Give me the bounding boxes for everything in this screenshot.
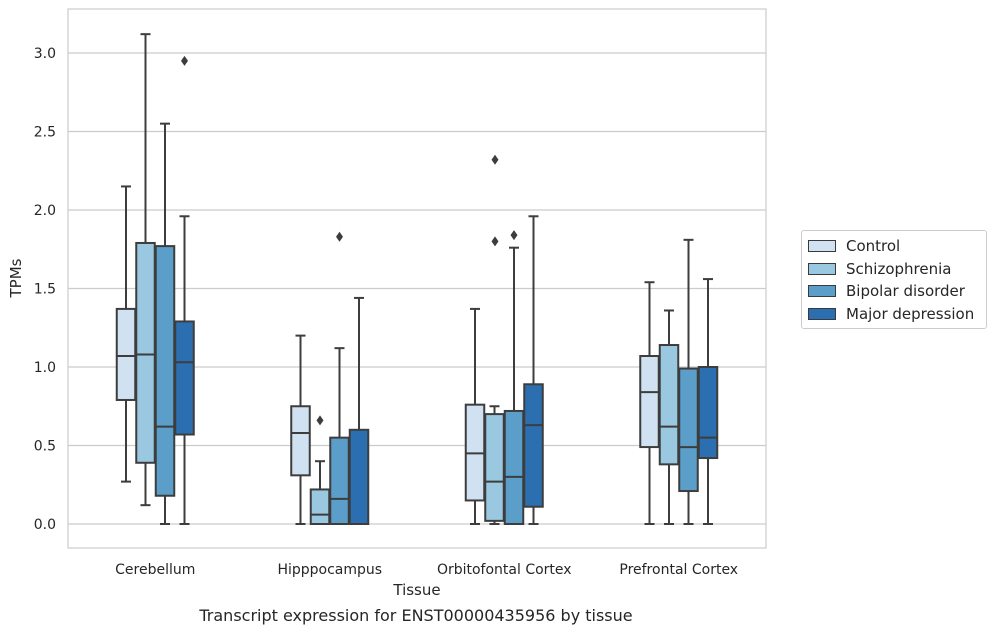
y-tick-label: 3.0 bbox=[34, 46, 56, 62]
box-major-depression bbox=[697, 278, 719, 525]
outlier-point bbox=[336, 231, 343, 242]
box-iqr bbox=[697, 366, 719, 460]
box-iqr bbox=[503, 409, 525, 525]
box-iqr bbox=[329, 436, 350, 525]
box-schizophrenia bbox=[658, 309, 680, 525]
legend-swatch bbox=[808, 240, 836, 253]
y-axis-label: TPMs bbox=[7, 258, 25, 298]
box-schizophrenia bbox=[135, 33, 156, 507]
box-bipolar-disorder bbox=[329, 231, 350, 525]
legend-item: Bipolar disorder bbox=[802, 280, 986, 303]
legend-item: Schizophrenia bbox=[802, 258, 986, 281]
y-tick-label: 2.5 bbox=[34, 125, 56, 141]
box-control bbox=[464, 307, 486, 525]
legend-label: Control bbox=[846, 237, 901, 256]
x-tick-label: Cerebellum bbox=[115, 562, 195, 578]
box-iqr bbox=[154, 245, 176, 497]
outlier-point bbox=[510, 230, 518, 241]
box-major-depression bbox=[348, 296, 370, 525]
y-axis-ticks: 0.0 0.5 1.0 1.5 2.0 2.5 3.0 bbox=[34, 46, 56, 533]
box-control bbox=[115, 185, 137, 483]
box-schizophrenia bbox=[309, 415, 331, 525]
legend: Control Schizophrenia Bipolar disorder Majo… bbox=[801, 230, 987, 329]
x-tick-label: Orbitofontal Cortex bbox=[437, 562, 572, 578]
x-tick-label: Prefrontal Cortex bbox=[619, 562, 738, 578]
y-tick-label: 1.5 bbox=[34, 282, 56, 298]
extra-outliers bbox=[491, 154, 499, 247]
box-iqr bbox=[678, 367, 699, 493]
legend-swatch bbox=[808, 285, 836, 298]
legend-label: Bipolar disorder bbox=[846, 282, 965, 301]
box-iqr bbox=[484, 413, 505, 522]
outlier-point bbox=[181, 55, 188, 66]
y-tick-label: 0.5 bbox=[34, 439, 56, 455]
plot-area bbox=[115, 33, 719, 525]
y-tick-label: 0.0 bbox=[34, 517, 56, 533]
box-iqr bbox=[523, 383, 544, 508]
box-bipolar-disorder bbox=[678, 238, 699, 525]
legend-item: Control bbox=[802, 235, 986, 258]
box-iqr bbox=[135, 241, 156, 464]
legend-swatch bbox=[808, 307, 836, 320]
plot-frame bbox=[67, 8, 767, 549]
box-control bbox=[290, 334, 311, 525]
box-bipolar-disorder bbox=[503, 230, 525, 525]
legend-label: Major depression bbox=[846, 304, 975, 323]
legend-label: Schizophrenia bbox=[846, 259, 952, 278]
box-iqr bbox=[174, 320, 195, 436]
box-iqr bbox=[290, 405, 311, 477]
box-major-depression bbox=[174, 55, 195, 525]
x-axis-ticks: Cerebellum Hipppocampus Orbitofontal Corte… bbox=[115, 562, 738, 578]
box-iqr bbox=[639, 355, 660, 449]
x-axis-label: Tissue bbox=[392, 581, 440, 599]
box-iqr bbox=[658, 344, 680, 466]
box-iqr bbox=[309, 488, 331, 525]
box-iqr bbox=[348, 428, 370, 525]
x-tick-label: Hipppocampus bbox=[277, 562, 382, 578]
box-major-depression bbox=[523, 215, 544, 525]
y-tick-label: 2.0 bbox=[34, 203, 56, 219]
legend-item: Major depression bbox=[802, 303, 986, 326]
y-tick-label: 1.0 bbox=[34, 360, 56, 376]
box-control bbox=[639, 281, 660, 525]
legend-swatch bbox=[808, 262, 836, 275]
outlier-point bbox=[316, 415, 324, 426]
box-bipolar-disorder bbox=[154, 122, 176, 525]
outlier-point bbox=[491, 154, 499, 165]
outlier-point bbox=[491, 236, 499, 247]
box-iqr bbox=[115, 307, 137, 401]
box-schizophrenia bbox=[484, 405, 505, 525]
chart-caption: Transcript expression for ENST0000043595… bbox=[199, 606, 633, 625]
